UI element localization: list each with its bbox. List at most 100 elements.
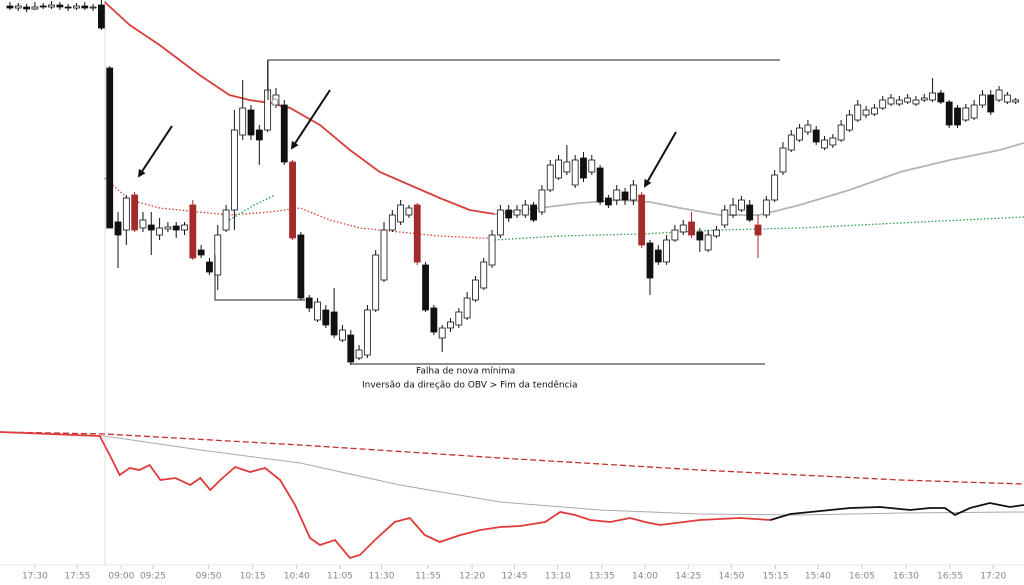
candle-body (979, 94, 986, 106)
candle-body (920, 97, 928, 101)
candle-body (330, 311, 338, 336)
candle-body (98, 4, 105, 29)
candle-body (488, 234, 496, 266)
candle-body (879, 99, 887, 109)
candle-body (929, 92, 936, 101)
x-tick-label: 16:05 (849, 572, 875, 582)
line (0, 431, 771, 560)
candle-body (106, 67, 114, 229)
candle-body (613, 189, 621, 201)
candle-body (189, 204, 197, 259)
candle-body (555, 159, 562, 179)
candle-body (937, 92, 945, 103)
candle-body (804, 124, 812, 133)
plot (0, 0, 1024, 560)
candle-body (230, 129, 238, 211)
candle-body (496, 209, 504, 236)
candle-body (6, 5, 14, 9)
candle-body (255, 129, 263, 141)
candle-body (64, 6, 72, 9)
candle-body (679, 224, 687, 233)
x-tick-label: 13:35 (589, 572, 615, 582)
candle-body (638, 194, 646, 246)
candle-body (447, 321, 454, 329)
candle-body (912, 99, 920, 105)
candle-body (280, 104, 288, 163)
x-tick-label: 11:30 (369, 572, 395, 582)
x-tick-label: 16:55 (937, 572, 963, 582)
candle-body (787, 134, 795, 151)
candle-body (23, 6, 30, 10)
candle-body (472, 279, 479, 301)
candle-body (704, 234, 712, 251)
candle-body (181, 224, 188, 231)
candle-body (546, 164, 554, 191)
candle-body (56, 4, 64, 8)
candle-body (887, 97, 895, 105)
x-tick-label: 14:50 (718, 572, 744, 582)
candle-body (413, 204, 421, 263)
candle-body (721, 209, 729, 226)
arrow (644, 131, 677, 188)
candle-body (397, 204, 405, 223)
candle-body (197, 249, 205, 256)
candle-body (14, 5, 22, 9)
candle-body (122, 197, 130, 231)
x-tick-label: 16:30 (893, 572, 919, 582)
candle-body (513, 209, 521, 216)
candle-body (1003, 94, 1011, 103)
candle-body (164, 226, 172, 230)
candle-body (289, 161, 296, 239)
candle-body (81, 5, 89, 9)
candle-body (372, 254, 380, 311)
candle-body (621, 191, 629, 201)
candle-body (139, 219, 147, 229)
candle-body (156, 227, 163, 236)
arrow (137, 125, 173, 178)
candle-body (605, 197, 612, 206)
candle-body (596, 167, 604, 203)
annotation: Falha de nova mínima (416, 367, 515, 377)
candle-body (954, 107, 961, 126)
candle-body (247, 109, 255, 136)
candle-body (837, 124, 845, 141)
candle-body (455, 311, 463, 326)
candle-body (995, 89, 1003, 101)
candle-body (746, 204, 754, 221)
x-tick-label: 17:20 (980, 572, 1006, 582)
candle-body (505, 209, 513, 219)
candle-body (796, 127, 803, 141)
x-tick-label: 13:10 (545, 572, 571, 582)
candle-body (571, 159, 579, 186)
candle-body (521, 204, 529, 216)
candle-body (862, 109, 870, 116)
candle-body (779, 147, 787, 173)
resistance-line (267, 59, 780, 100)
candle-body (663, 239, 670, 263)
candle-body (588, 159, 596, 173)
candle-body (688, 221, 695, 236)
candle-body (538, 189, 546, 213)
candle-body (422, 264, 429, 311)
x-tick-label: 17:55 (64, 572, 90, 582)
candle-body (305, 297, 313, 309)
candle-body (214, 234, 222, 276)
x-tick-label: 11:55 (415, 572, 441, 582)
candle-body (131, 194, 139, 231)
candle-body (430, 307, 438, 333)
marker (271, 98, 279, 106)
candle-body (846, 114, 853, 131)
candle-body (962, 107, 970, 121)
candle-body (895, 99, 903, 105)
x-tick-label: 12:45 (502, 572, 528, 582)
x-tick-label: 09:25 (140, 572, 166, 582)
candle-body (629, 184, 637, 201)
x-tick-label: 10:40 (284, 572, 310, 582)
line (770, 502, 1024, 521)
candle-body (987, 94, 995, 113)
candle-body (380, 229, 388, 281)
line (494, 142, 1024, 216)
